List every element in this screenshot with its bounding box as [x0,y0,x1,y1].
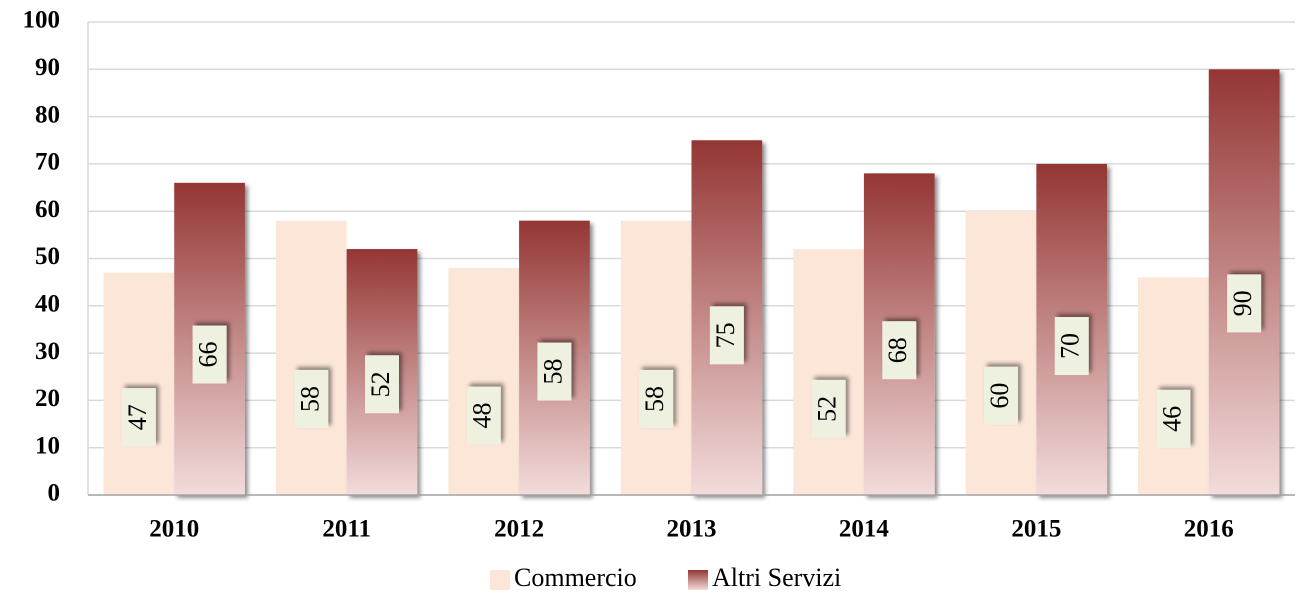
data-label-box [1156,389,1191,448]
y-tick-label: 80 [35,101,60,128]
y-tick-label: 40 [35,291,60,318]
data-label-box [294,369,329,428]
data-label-box [121,388,156,447]
data-label-box [192,325,227,384]
data-label: 58 [294,369,329,428]
bar [965,211,1037,495]
data-label-box [1054,317,1089,376]
data-label-text: 60 [985,383,1014,409]
bar [448,267,520,495]
data-label-box [639,369,674,428]
y-tick-label: 70 [35,149,60,176]
data-label-text: 52 [366,371,395,397]
data-label: 47 [121,388,156,447]
legend-swatch [688,570,708,590]
data-label: 66 [192,325,227,384]
data-label: 70 [1054,317,1089,376]
legend-swatch [490,570,510,590]
x-tick-label: 2010 [149,516,199,543]
y-tick-label: 60 [35,196,60,223]
data-label-text: 52 [813,396,842,422]
x-tick-label: 2012 [494,516,544,543]
bar [793,249,864,495]
data-label-text: 90 [1228,290,1257,316]
bar [1138,277,1209,495]
data-label-box [984,366,1019,425]
data-label: 52 [811,379,846,438]
y-tick-label: 0 [48,480,61,507]
data-label-text: 48 [468,403,497,429]
data-label-text: 58 [295,386,324,412]
y-tick-label: 90 [35,54,60,81]
data-label: 75 [709,306,744,365]
bar [103,272,175,495]
data-label-text: 46 [1157,406,1186,432]
y-tick-label: 50 [35,243,60,270]
y-tick-label: 30 [35,338,60,365]
y-tick-label: 10 [35,432,60,459]
data-label-text: 75 [711,322,740,348]
legend-label: Commercio [514,563,637,592]
data-label-text: 70 [1056,333,1085,359]
data-label-box [1227,274,1262,333]
data-label-text: 66 [194,342,223,368]
y-tick-label: 100 [23,7,61,34]
x-tick-label: 2011 [322,516,371,543]
x-tick-label: 2014 [839,516,890,543]
data-label: 58 [537,342,572,401]
bar [620,220,692,495]
y-tick-label: 20 [35,385,60,412]
data-label: 52 [364,355,399,414]
data-label: 68 [882,321,917,380]
data-label: 46 [1156,389,1191,448]
bar [275,220,347,495]
x-tick-label: 2013 [667,516,717,543]
data-label-box [882,321,917,380]
data-label-text: 68 [883,337,912,363]
data-label-box [811,379,846,438]
data-label: 60 [984,366,1019,425]
data-label: 48 [466,386,501,445]
data-label: 90 [1227,274,1262,333]
data-label-box [364,355,399,414]
x-tick-label: 2015 [1011,516,1061,543]
data-label-text: 58 [640,386,669,412]
data-label-text: 58 [538,359,567,385]
data-label-box [709,306,744,365]
data-label-text: 47 [123,404,152,430]
data-label-box [466,386,501,445]
data-label: 58 [639,369,674,428]
data-label-box [537,342,572,401]
legend-label: Altri Servizi [712,563,841,592]
x-tick-label: 2016 [1184,516,1234,543]
